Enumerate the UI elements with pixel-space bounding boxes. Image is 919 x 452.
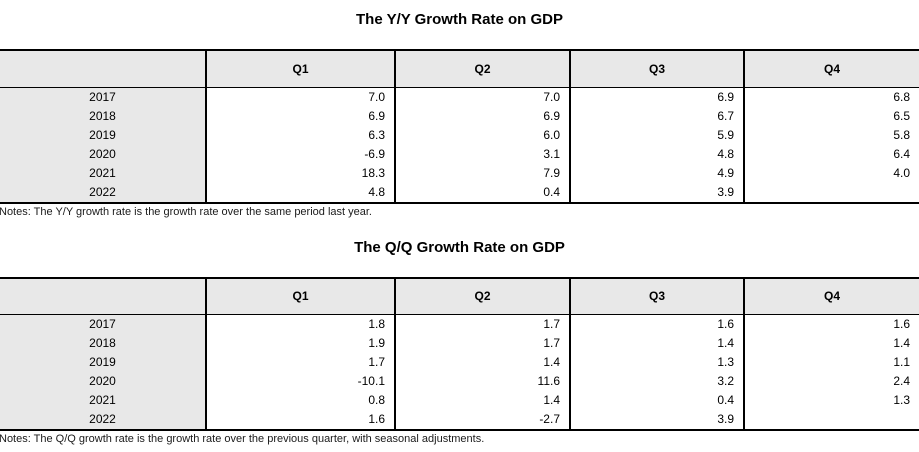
table-row: 2021 0.8 1.4 0.4 1.3 (0, 391, 919, 410)
value-cell-q1: -10.1 (205, 372, 395, 391)
value-cell-q2: 1.4 (394, 353, 570, 372)
year-cell: 2019 (0, 353, 206, 372)
value-cell-q3: 0.4 (569, 391, 744, 410)
value-cell-q3: 3.9 (569, 182, 744, 203)
table-row: 2017 1.8 1.7 1.6 1.6 (0, 314, 919, 334)
year-cell: 2022 (0, 410, 206, 430)
column-header-q4: Q4 (743, 277, 919, 315)
year-cell: 2021 (0, 163, 206, 183)
year-cell: 2017 (0, 314, 206, 334)
value-cell-q2: 6.0 (394, 125, 570, 145)
table-row: 2020 -6.9 3.1 4.8 6.4 (0, 144, 919, 164)
table-row: 2022 1.6 -2.7 3.9 (0, 410, 919, 430)
value-cell-q2: 6.9 (394, 106, 570, 126)
value-cell-q2: 1.7 (394, 314, 570, 334)
value-cell-q4: 1.1 (743, 353, 919, 372)
value-cell-q1: 6.9 (205, 106, 395, 126)
value-cell-q1: 4.8 (205, 182, 395, 203)
year-cell: 2018 (0, 106, 206, 126)
value-cell-q3: 4.8 (569, 144, 744, 164)
value-cell-q1: 7.0 (205, 87, 395, 107)
value-cell-q1: 6.3 (205, 125, 395, 145)
corner-header-cell (0, 277, 206, 315)
header-row: Q1 Q2 Q3 Q4 (0, 50, 919, 88)
value-cell-q4: 1.3 (743, 391, 919, 410)
column-header-q1: Q1 (205, 50, 395, 88)
value-cell-q2: 0.4 (394, 182, 570, 203)
qq-table-title: The Q/Q Growth Rate on GDP (354, 238, 565, 256)
value-cell-q3: 1.3 (569, 353, 744, 372)
value-cell-q3: 4.9 (569, 163, 744, 183)
qq-growth-table: Q1 Q2 Q3 Q4 2017 1.8 1.7 1.6 1.6 (0, 276, 919, 431)
table-row: 2019 6.3 6.0 5.9 5.8 (0, 125, 919, 145)
yy-table-body: 2017 7.0 7.0 6.9 6.8 2018 6.9 6.9 6.7 6.… (0, 87, 919, 203)
year-cell: 2017 (0, 87, 206, 107)
value-cell-q1: 18.3 (205, 163, 395, 183)
value-cell-q1: -6.9 (205, 144, 395, 164)
value-cell-q3: 6.7 (569, 106, 744, 126)
qq-table-header: Q1 Q2 Q3 Q4 (0, 277, 919, 315)
year-cell: 2020 (0, 372, 206, 391)
column-header-q3: Q3 (569, 277, 744, 315)
value-cell-q3: 5.9 (569, 125, 744, 145)
value-cell-q2: 7.0 (394, 87, 570, 107)
value-cell-q2: 1.4 (394, 391, 570, 410)
value-cell-q4 (743, 410, 919, 430)
value-cell-q1: 1.9 (205, 334, 395, 353)
value-cell-q2: 7.9 (394, 163, 570, 183)
value-cell-q4: 1.4 (743, 334, 919, 353)
yy-growth-section: The Y/Y Growth Rate on GDP Q1 Q2 Q3 Q4 2… (0, 0, 919, 219)
value-cell-q1: 0.8 (205, 391, 395, 410)
table-row: 2018 1.9 1.7 1.4 1.4 (0, 334, 919, 353)
year-cell: 2018 (0, 334, 206, 353)
year-cell: 2019 (0, 125, 206, 145)
column-header-q4: Q4 (743, 50, 919, 88)
column-header-q3: Q3 (569, 50, 744, 88)
qq-table-notes: Notes: The Q/Q growth rate is the growth… (0, 433, 485, 445)
table-row: 2021 18.3 7.9 4.9 4.0 (0, 163, 919, 183)
yy-table-header: Q1 Q2 Q3 Q4 (0, 50, 919, 88)
value-cell-q3: 3.2 (569, 372, 744, 391)
value-cell-q1: 1.6 (205, 410, 395, 430)
yy-growth-table: Q1 Q2 Q3 Q4 2017 7.0 7.0 6.9 6.8 (0, 49, 919, 204)
value-cell-q4: 6.8 (743, 87, 919, 107)
table-row: 2022 4.8 0.4 3.9 (0, 182, 919, 203)
value-cell-q4: 5.8 (743, 125, 919, 145)
year-cell: 2022 (0, 182, 206, 203)
corner-header-cell (0, 50, 206, 88)
value-cell-q4 (743, 182, 919, 203)
value-cell-q4: 6.4 (743, 144, 919, 164)
table-row: 2020 -10.1 11.6 3.2 2.4 (0, 372, 919, 391)
value-cell-q3: 3.9 (569, 410, 744, 430)
value-cell-q3: 6.9 (569, 87, 744, 107)
value-cell-q3: 1.6 (569, 314, 744, 334)
value-cell-q2: 3.1 (394, 144, 570, 164)
value-cell-q2: 11.6 (394, 372, 570, 391)
value-cell-q2: -2.7 (394, 410, 570, 430)
year-cell: 2020 (0, 144, 206, 164)
value-cell-q4: 6.5 (743, 106, 919, 126)
table-row: 2017 7.0 7.0 6.9 6.8 (0, 87, 919, 107)
header-row: Q1 Q2 Q3 Q4 (0, 277, 919, 315)
value-cell-q1: 1.7 (205, 353, 395, 372)
value-cell-q4: 4.0 (743, 163, 919, 183)
yy-table-title: The Y/Y Growth Rate on GDP (356, 11, 563, 28)
year-cell: 2021 (0, 391, 206, 410)
table-row: 2018 6.9 6.9 6.7 6.5 (0, 106, 919, 126)
yy-table-notes: Notes: The Y/Y growth rate is the growth… (0, 205, 372, 218)
value-cell-q4: 1.6 (743, 314, 919, 334)
qq-growth-section: The Q/Q Growth Rate on GDP Q1 Q2 Q3 Q4 2… (0, 219, 919, 447)
column-header-q2: Q2 (394, 277, 570, 315)
value-cell-q1: 1.8 (205, 314, 395, 334)
value-cell-q3: 1.4 (569, 334, 744, 353)
value-cell-q2: 1.7 (394, 334, 570, 353)
value-cell-q4: 2.4 (743, 372, 919, 391)
column-header-q2: Q2 (394, 50, 570, 88)
qq-table-body: 2017 1.8 1.7 1.6 1.6 2018 1.9 1.7 1.4 1.… (0, 314, 919, 430)
column-header-q1: Q1 (205, 277, 395, 315)
table-row: 2019 1.7 1.4 1.3 1.1 (0, 353, 919, 372)
